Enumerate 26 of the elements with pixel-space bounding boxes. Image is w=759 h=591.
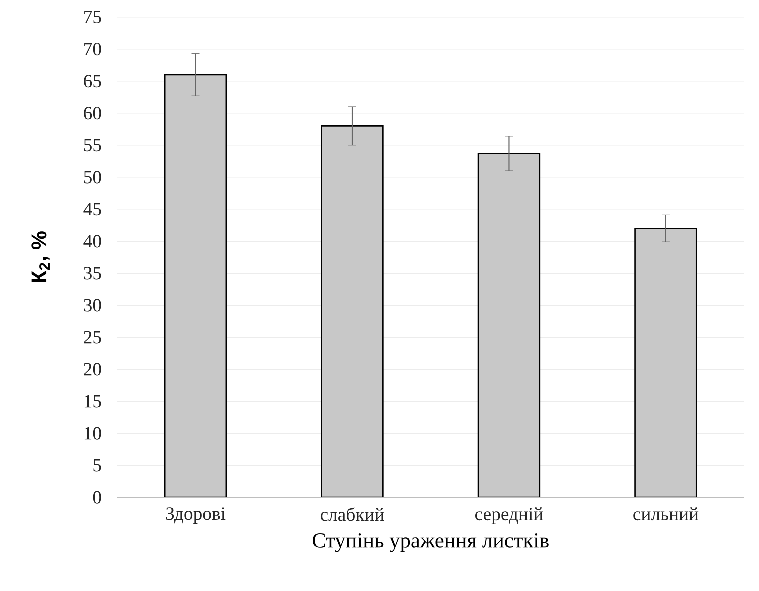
x-axis-title: Ступінь ураження листків — [312, 534, 549, 552]
x-tick-label: Здорові — [166, 508, 226, 524]
y-tick-label: 65 — [84, 75, 102, 88]
bar — [164, 74, 228, 498]
y-tick-label: 60 — [84, 107, 102, 120]
y-tick-label: 75 — [84, 11, 102, 24]
bar — [634, 228, 698, 498]
y-tick-label: 20 — [84, 363, 102, 376]
y-tick-label: 35 — [84, 267, 102, 280]
y-tick-label: 70 — [84, 43, 102, 56]
y-tick-label: 0 — [93, 491, 102, 504]
y-tick-label: 55 — [84, 139, 102, 152]
x-tick-label: слабкий — [320, 508, 384, 522]
y-tick-label: 15 — [84, 395, 102, 408]
y-tick-label: 40 — [84, 235, 102, 248]
text: К$_{2}$, % — [32, 232, 50, 282]
y-tick-label: 50 — [84, 171, 102, 184]
y-tick-label: 10 — [84, 427, 102, 440]
y-tick-label: 45 — [84, 203, 102, 216]
y-tick-label: 25 — [84, 331, 102, 344]
bar — [321, 126, 384, 498]
x-tick-label: сильний — [634, 508, 699, 521]
x-tick-label: середній — [476, 508, 544, 524]
y-tick-label: 5 — [94, 459, 102, 472]
y-tick-label: 30 — [84, 299, 102, 312]
bar — [478, 153, 541, 498]
